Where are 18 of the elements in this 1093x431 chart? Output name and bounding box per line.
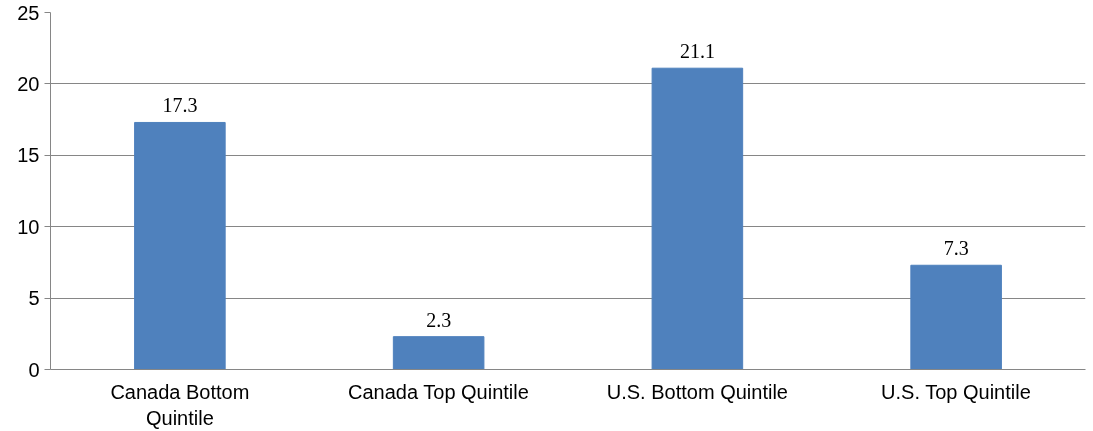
x-tick-label: U.S. Bottom Quintile <box>606 380 788 403</box>
y-tick-label: 20 <box>17 72 40 95</box>
y-tick-label: 25 <box>17 1 40 24</box>
x-tick-label: Canada Bottom Quintile <box>110 380 250 429</box>
data-label: 2.3 <box>426 308 452 331</box>
x-tick-label: Canada Top Quintile <box>348 380 529 403</box>
y-tick-label: 10 <box>17 215 40 238</box>
data-label: 17.3 <box>162 94 198 117</box>
bar <box>651 67 744 370</box>
data-label: 7.3 <box>943 237 969 260</box>
y-tick-label: 0 <box>28 358 40 381</box>
x-tick-label: U.S. Top Quintile <box>881 380 1031 403</box>
bar <box>392 336 485 370</box>
bar <box>910 264 1002 370</box>
y-tick-label: 15 <box>17 144 40 167</box>
y-tick-label: 5 <box>28 287 40 310</box>
data-label: 21.1 <box>679 40 715 63</box>
bar <box>134 121 226 370</box>
